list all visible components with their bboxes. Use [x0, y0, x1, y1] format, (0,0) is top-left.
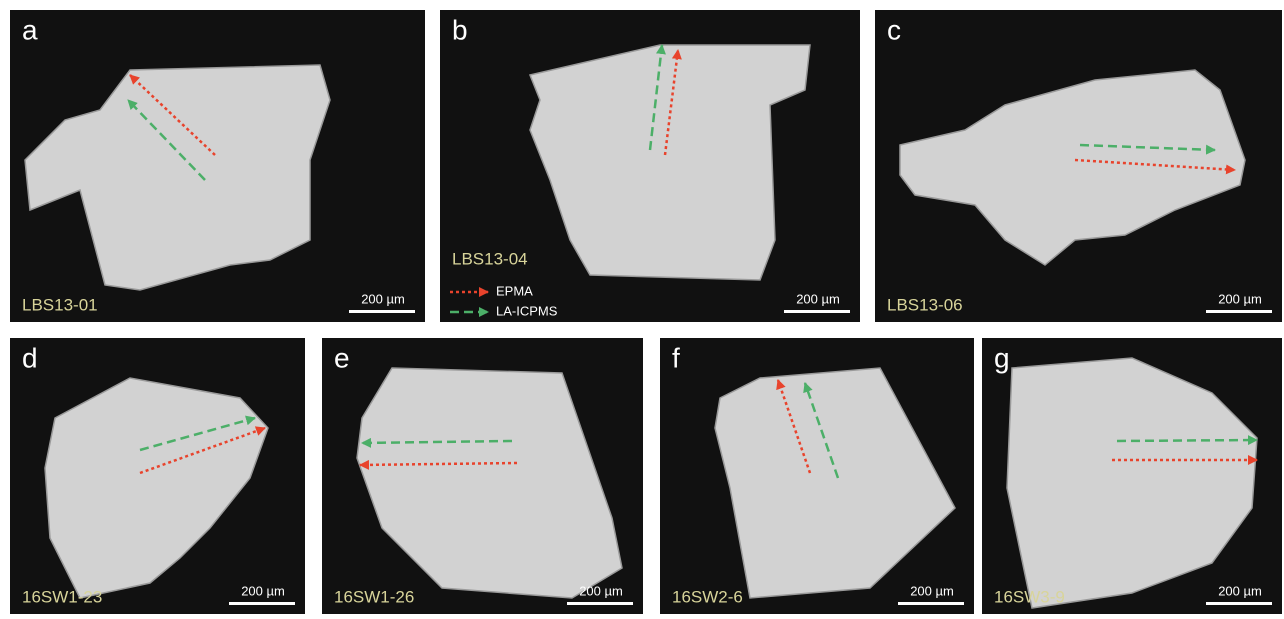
- panel-letter: e: [334, 342, 350, 373]
- panel: b LBS13-04 200 µm EPMA LA-ICPMS: [440, 10, 860, 322]
- panel: g 16SW3-9 200 µm: [982, 338, 1282, 614]
- panel-letter: b: [452, 14, 468, 45]
- panel: f 16SW2-6 200 µm: [660, 338, 974, 614]
- panel: c LBS13-06 200 µm: [875, 10, 1282, 322]
- scale-label: 200 µm: [579, 583, 623, 598]
- scale-label: 200 µm: [241, 583, 285, 598]
- sample-label: LBS13-01: [22, 295, 98, 314]
- sample-label: 16SW1-26: [334, 587, 414, 606]
- panel-letter: f: [672, 342, 680, 373]
- scale-label: 200 µm: [1218, 291, 1262, 306]
- scale-bar: [1206, 602, 1272, 605]
- sample-label: LBS13-06: [887, 295, 963, 314]
- panel-letter: a: [22, 14, 38, 45]
- legend-label: LA-ICPMS: [496, 303, 558, 318]
- sample-label: 16SW1-23: [22, 587, 102, 606]
- scale-bar: [784, 310, 850, 313]
- scale-bar: [349, 310, 415, 313]
- scale-bar: [898, 602, 964, 605]
- panel-letter: c: [887, 14, 901, 45]
- grain: [530, 45, 810, 280]
- legend-label: EPMA: [496, 283, 533, 298]
- scale-bar: [229, 602, 295, 605]
- sample-label: 16SW3-9: [994, 587, 1065, 606]
- figure: a LBS13-01 200 µm b LBS13-04 200 µm EPMA LA-ICP…: [0, 0, 1284, 614]
- sample-label: 16SW2-6: [672, 587, 743, 606]
- sample-label: LBS13-04: [452, 249, 528, 268]
- scale-bar: [1206, 310, 1272, 313]
- scale-label: 200 µm: [361, 291, 405, 306]
- panel-letter: d: [22, 342, 38, 373]
- scale-bar: [567, 602, 633, 605]
- scale-label: 200 µm: [910, 583, 954, 598]
- panel: e 16SW1-26 200 µm: [322, 338, 643, 614]
- panel-letter: g: [994, 342, 1010, 373]
- scale-label: 200 µm: [1218, 583, 1262, 598]
- panel: a LBS13-01 200 µm: [10, 10, 425, 322]
- panel: d 16SW1-23 200 µm: [10, 338, 305, 614]
- scale-label: 200 µm: [796, 291, 840, 306]
